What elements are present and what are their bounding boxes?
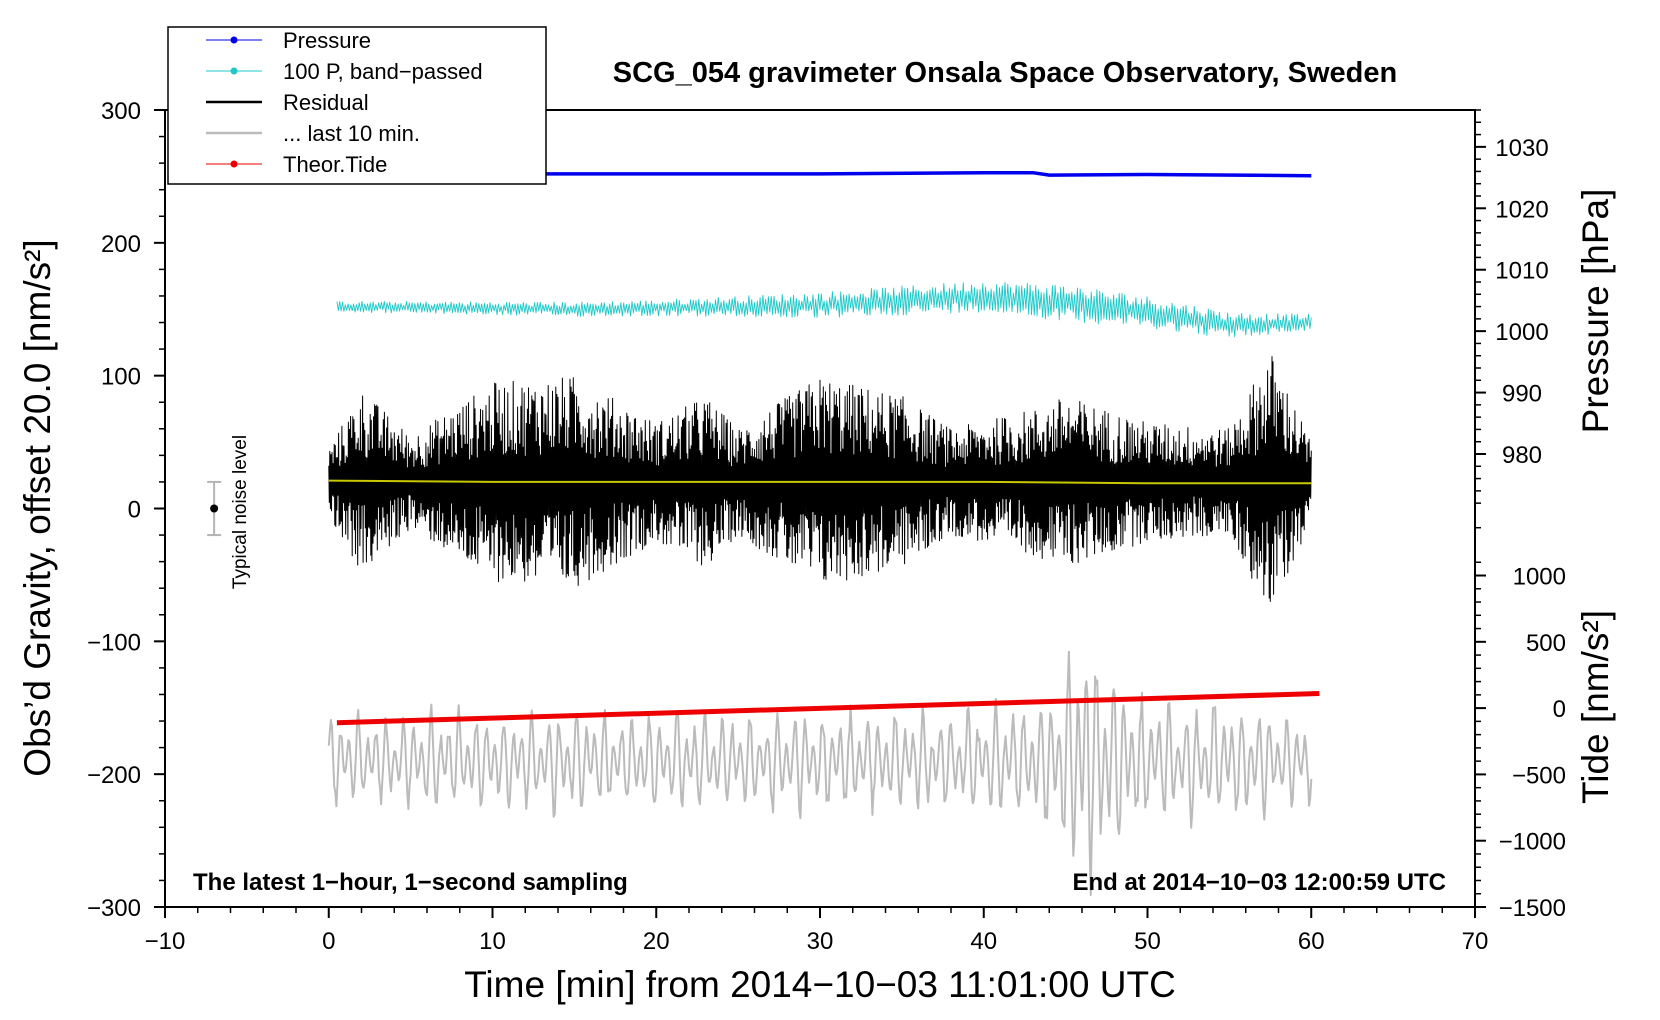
x-tick-label: 50 [1134,928,1161,955]
noise-indicator: Typical noise level [207,435,251,589]
pressure-tick-label: 1030 [1495,135,1548,162]
legend-label: Residual [283,90,369,115]
x-tick-label: 20 [643,928,670,955]
pressure-series [336,170,1312,178]
tide-tick-label: 500 [1526,630,1566,657]
bandpassed-pressure-series [336,281,1312,338]
end-time-note: End at 2014−10−03 12:00:59 UTC [1072,869,1446,896]
y-axis-label-pressure: Pressure [hPa] [1575,189,1616,434]
x-tick-label: 10 [479,928,506,955]
x-tick-label: 40 [970,928,997,955]
y-axis-label-gravity: Obs’d Gravity, offset 20.0 [nm/s²] [17,239,58,776]
y-tick-label: 300 [101,98,141,125]
y-tick-label: 0 [128,497,141,524]
legend-swatch-marker [230,67,238,75]
x-tick-label: 60 [1298,928,1325,955]
legend-label: 100 P, band−passed [283,59,483,84]
theoretical-tide-series [336,691,1320,726]
pressure-tick-label: 1010 [1495,258,1548,285]
chart-title: SCG_054 gravimeter Onsala Space Observat… [613,57,1397,89]
y-tick-label: −100 [87,629,141,656]
tide-tick-label: 0 [1553,696,1566,723]
tide-tick-label: −1500 [1499,895,1566,922]
tide-tick-label: −1000 [1499,829,1566,856]
y-tick-label: 100 [101,364,141,391]
legend-label: Theor.Tide [283,152,387,177]
pressure-tick-label: 1000 [1495,319,1548,346]
series-layer [327,170,1320,896]
noise-label: Typical noise level [230,435,251,589]
x-tick-label: 30 [807,928,834,955]
x-tick-label: 0 [322,928,335,955]
pressure-tick-label: 980 [1502,442,1542,469]
residual-mean-series [328,479,1312,485]
sampling-note: The latest 1−hour, 1−second sampling [193,869,628,896]
legend-swatch-marker [230,160,238,168]
legend-box [167,26,547,185]
last-10-min-series [327,650,1313,896]
pressure-tick-label: 1020 [1495,196,1548,223]
y-tick-label: −300 [87,895,141,922]
y-axis-label-tide: Tide [nm/s²] [1575,610,1616,804]
pressure-tick-label: 990 [1502,381,1542,408]
legend: Pressure 100 P, band−passed Residual ... la… [167,26,547,185]
x-tick-label: 70 [1462,928,1489,955]
x-axis-label: Time [min] from 2014−10−03 11:01:00 UTC [464,964,1176,1005]
y-tick-label: 200 [101,231,141,258]
tide-tick-label: −500 [1512,762,1566,789]
x-tick-label: −10 [145,928,186,955]
legend-swatch-marker [230,36,238,44]
y-tick-label: −200 [87,762,141,789]
noise-center-dot [210,504,219,513]
legend-label: ... last 10 min. [283,121,420,146]
tide-tick-label: 1000 [1513,564,1566,591]
axes-layer: −10 0 10 20 30 40 50 60 70−300−200−1000100200300… [87,98,1566,955]
legend-label: Pressure [283,28,371,53]
residual-series [328,356,1312,602]
